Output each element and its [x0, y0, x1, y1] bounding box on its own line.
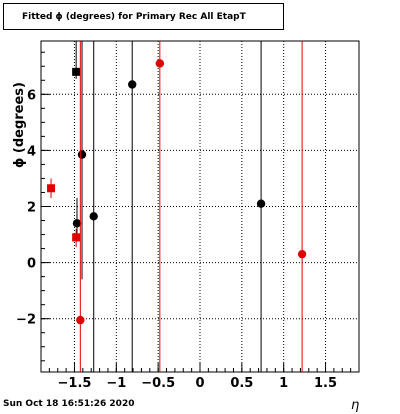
data-point-square — [72, 67, 81, 76]
data-point-circle — [256, 199, 266, 208]
y-tick-label: 2 — [27, 201, 36, 216]
data-marks — [47, 41, 307, 372]
y-tick-label: 6 — [27, 88, 36, 103]
data-point-square — [72, 233, 81, 242]
chart-title: Fitted ϕ (degrees) for Primary Rec All E… — [3, 3, 284, 30]
data-point-circle — [77, 150, 87, 159]
x-tick-label: −1.5 — [58, 376, 92, 391]
x-tick-label: −0.5 — [141, 376, 175, 391]
x-tick-label: 0 — [195, 376, 204, 391]
data-point-circle — [76, 315, 85, 325]
data-point-square — [47, 184, 56, 193]
y-tick-label: 4 — [27, 144, 36, 159]
grid — [41, 41, 359, 372]
y-tick-label: −2 — [16, 313, 36, 328]
data-point-circle — [72, 219, 82, 228]
x-tick-label: 0.5 — [230, 376, 253, 391]
timestamp-footer: Sun Oct 18 16:51:26 2020 — [3, 399, 135, 409]
x-tick-label: 1 — [279, 376, 288, 391]
x-tick-label: 1.5 — [314, 376, 337, 391]
axes: −1.5 −1 −0.5 0 0.5 1 1.5 −2 0 2 4 6 — [16, 51, 360, 391]
data-point-circle — [128, 80, 137, 89]
data-point-circle — [155, 59, 165, 68]
data-point-circle — [297, 249, 307, 259]
x-axis-label: η — [351, 398, 360, 413]
y-axis-label: ϕ (degrees) — [12, 82, 27, 168]
data-point-circle — [89, 212, 98, 221]
x-tick-label: −1 — [106, 376, 126, 391]
y-tick-label: 0 — [27, 257, 36, 272]
